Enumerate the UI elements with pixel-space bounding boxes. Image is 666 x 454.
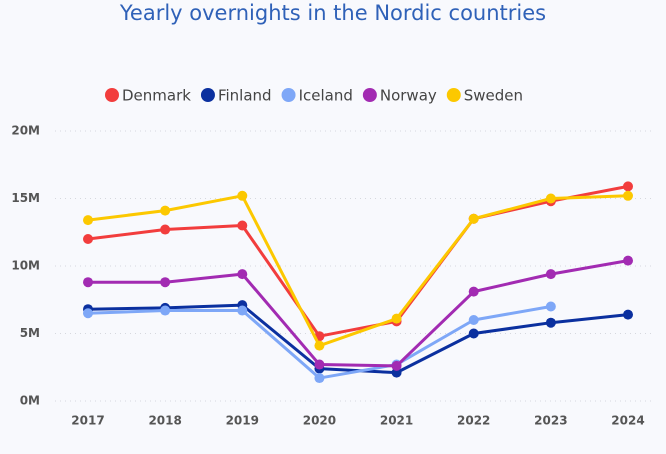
data-point [468, 213, 479, 224]
data-point [468, 315, 479, 325]
x-tick-label: 2020 [303, 414, 336, 428]
legend-marker [281, 88, 296, 102]
data-point [623, 309, 633, 320]
data-point [237, 190, 248, 201]
x-tick-label: 2023 [534, 414, 567, 428]
y-tick-label: 10M [11, 259, 40, 273]
series-line [87, 303, 629, 375]
data-point [83, 234, 93, 244]
data-point [83, 277, 93, 288]
legend-label: Iceland [299, 87, 353, 105]
y-tick-label: 15M [11, 191, 40, 205]
x-tick-label: 2019 [226, 414, 259, 428]
legend-marker [105, 88, 119, 102]
data-point [83, 308, 93, 319]
data-point [468, 286, 479, 297]
legend-marker [362, 88, 377, 102]
legend-label: Norway [380, 87, 437, 105]
data-point [545, 269, 556, 280]
legend-label: Denmark [122, 87, 191, 105]
data-point [160, 305, 171, 316]
data-point [314, 359, 325, 370]
data-point [468, 328, 479, 339]
y-tick-label: 20M [11, 124, 40, 138]
x-tick-label: 2018 [148, 414, 181, 428]
x-tick-label: 2022 [457, 414, 490, 428]
chart-title: Yearly overnights in the Nordic countrie… [119, 1, 546, 25]
x-tick-label: 2017 [71, 414, 104, 428]
data-point [160, 277, 171, 288]
data-point [237, 305, 248, 316]
data-point [391, 360, 402, 371]
data-point [237, 220, 248, 231]
data-point [545, 301, 556, 312]
legend-marker [446, 88, 461, 102]
x-tick-label: 2021 [380, 414, 413, 428]
y-tick-label: 0M [20, 394, 40, 408]
data-point [545, 317, 556, 328]
x-tick-label: 2024 [611, 414, 644, 428]
legend-marker [200, 88, 215, 102]
data-point [623, 255, 633, 266]
data-point [314, 340, 325, 351]
series-line [88, 259, 629, 368]
data-point [237, 269, 248, 280]
legend-label: Sweden [464, 87, 523, 105]
data-point [391, 313, 402, 324]
legend-label: Finland [218, 87, 272, 105]
data-point [545, 193, 556, 204]
series-line [87, 184, 629, 338]
data-point [83, 215, 93, 226]
data-point [160, 205, 171, 216]
data-point [623, 190, 633, 201]
data-point [314, 373, 325, 384]
data-point [160, 224, 171, 235]
y-tick-label: 5M [20, 326, 40, 340]
series-line [87, 194, 629, 348]
data-point [623, 181, 633, 192]
